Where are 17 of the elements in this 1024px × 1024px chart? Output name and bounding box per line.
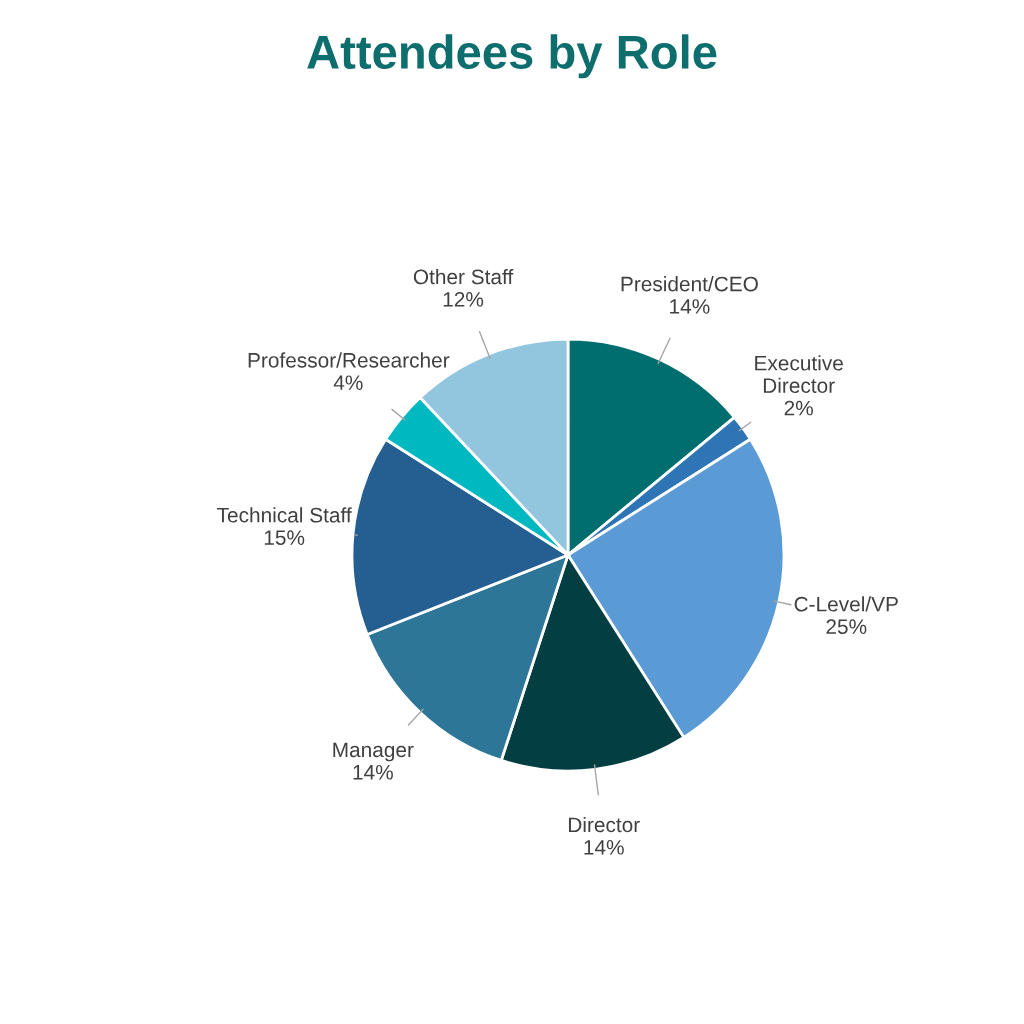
chart-title: Attendees by Role [307,34,717,79]
slice-label: President/CEO [621,276,758,292]
data-label: 14% [353,764,393,780]
data-label: 15% [264,530,305,545]
slice-label: Professor/Researcher [248,352,450,368]
slice-label: Director [568,816,640,833]
slice-label: C-Level/VP [794,596,898,612]
data-label: 2% [784,400,813,416]
data-label: 4% [333,375,363,390]
data-label: 25% [826,619,867,635]
data-label: 14% [584,840,624,855]
slice-label: Other Staff [413,268,514,285]
slice-label: Technical Staff [217,507,352,523]
data-label: 14% [670,299,710,314]
slice-label: Executive Director [755,355,843,393]
slice-label: Manager [333,742,414,762]
data-label: 12% [443,291,484,307]
